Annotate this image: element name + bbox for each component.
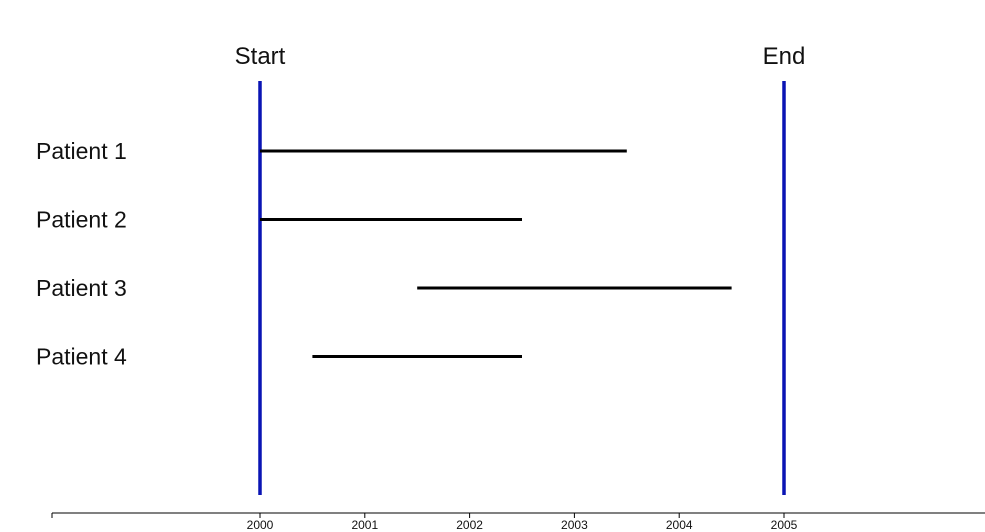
reference-lines: Start End	[235, 43, 806, 495]
start-label: Start	[235, 43, 286, 70]
x-axis: 2000 2001 2002 2003 2004 2005	[51, 512, 985, 532]
end-label: End	[763, 43, 806, 70]
patient-label: Patient 1	[36, 138, 127, 164]
patient-rows: Patient 1 Patient 2 Patient 3 Patient 4	[36, 138, 732, 370]
x-tick-label: 2003	[561, 518, 588, 532]
x-tick-label: 2005	[771, 518, 798, 532]
patient-label: Patient 2	[36, 207, 127, 233]
patient-label: Patient 4	[36, 344, 127, 370]
x-tick-label: 2001	[351, 518, 378, 532]
x-tick-label: 2002	[456, 518, 483, 532]
patient-label: Patient 3	[36, 275, 127, 301]
x-tick-label: 2000	[247, 518, 274, 532]
x-tick-label: 2004	[666, 518, 693, 532]
